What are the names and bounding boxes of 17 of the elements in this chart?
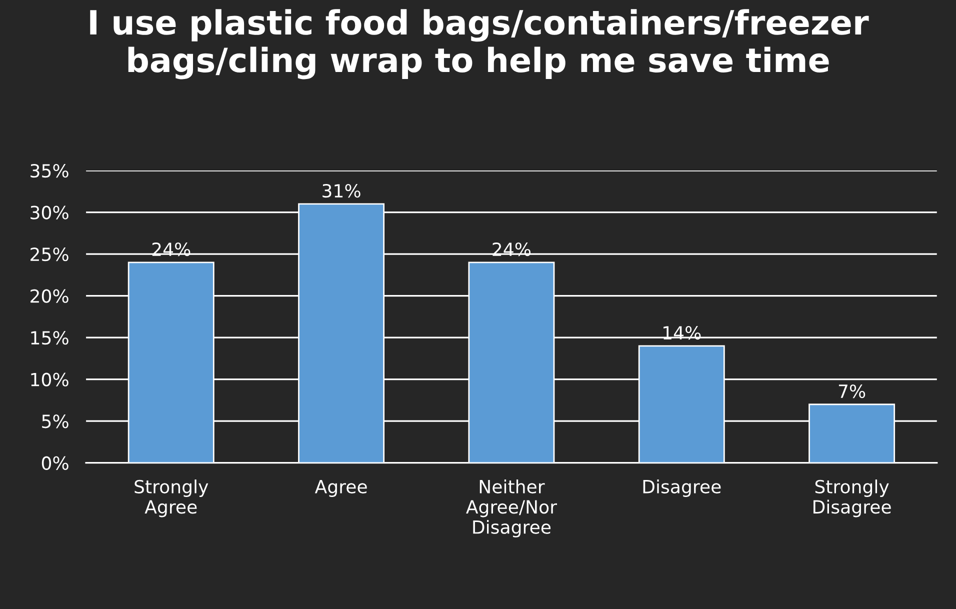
x-tick-label: Disagree: [643, 480, 721, 497]
y-tick-label: 10%: [31, 372, 68, 386]
data-label: 7%: [838, 384, 866, 398]
x-tick-label: Strongly Agree: [134, 480, 208, 518]
y-tick-label: 35%: [30, 164, 68, 178]
y-tick-label: 30%: [30, 206, 68, 220]
data-label: 24%: [492, 242, 531, 256]
x-tick-label: Strongly Disagree: [814, 480, 891, 518]
x-tick-label: Neither Agree/Nor Disagree: [466, 480, 558, 538]
chart-title: I use plastic food bags/containers/freezer bags/cling wrap to help me save time: [90, 9, 869, 80]
y-tick-label: 15%: [31, 331, 68, 345]
data-label: 31%: [322, 184, 360, 198]
y-tick-label: 5%: [42, 414, 68, 428]
x-tick-label: Agree: [314, 480, 367, 497]
y-tick-label: 25%: [30, 248, 68, 262]
y-tick-label: 0%: [42, 456, 68, 470]
y-tick-label: 20%: [30, 289, 68, 303]
